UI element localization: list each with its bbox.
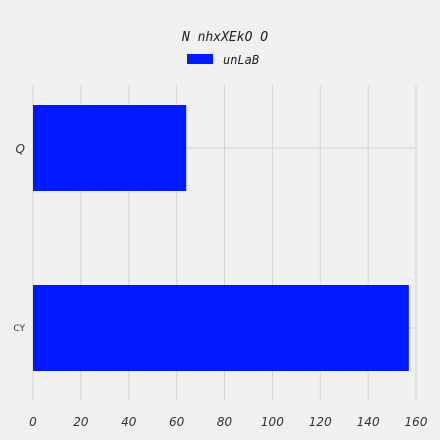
x-tick-label: 80	[217, 415, 233, 429]
chart-title: N nhxXEkO O	[181, 30, 268, 45]
legend-label: unLaB	[223, 53, 259, 67]
y-axis-ticks: Q CY	[13, 142, 25, 334]
y-tick-label: Q	[16, 142, 25, 156]
x-tick-label: 160	[405, 415, 428, 429]
x-tick-label: 60	[169, 415, 185, 429]
bar-cy	[33, 285, 409, 371]
legend-swatch	[187, 54, 213, 64]
x-axis-ticks: 0 20 40 60 80 100 120 140 160	[29, 415, 428, 429]
x-tick-label: 0	[29, 415, 37, 429]
x-tick-label: 20	[73, 415, 89, 429]
x-tick-label: 140	[357, 415, 380, 429]
bar-q	[33, 105, 187, 191]
bars	[33, 105, 409, 371]
x-tick-label: 40	[121, 415, 137, 429]
y-tick-label: CY	[13, 324, 25, 334]
x-tick-label: 100	[261, 415, 284, 429]
x-tick-label: 120	[309, 415, 332, 429]
legend: unLaB	[187, 53, 259, 67]
